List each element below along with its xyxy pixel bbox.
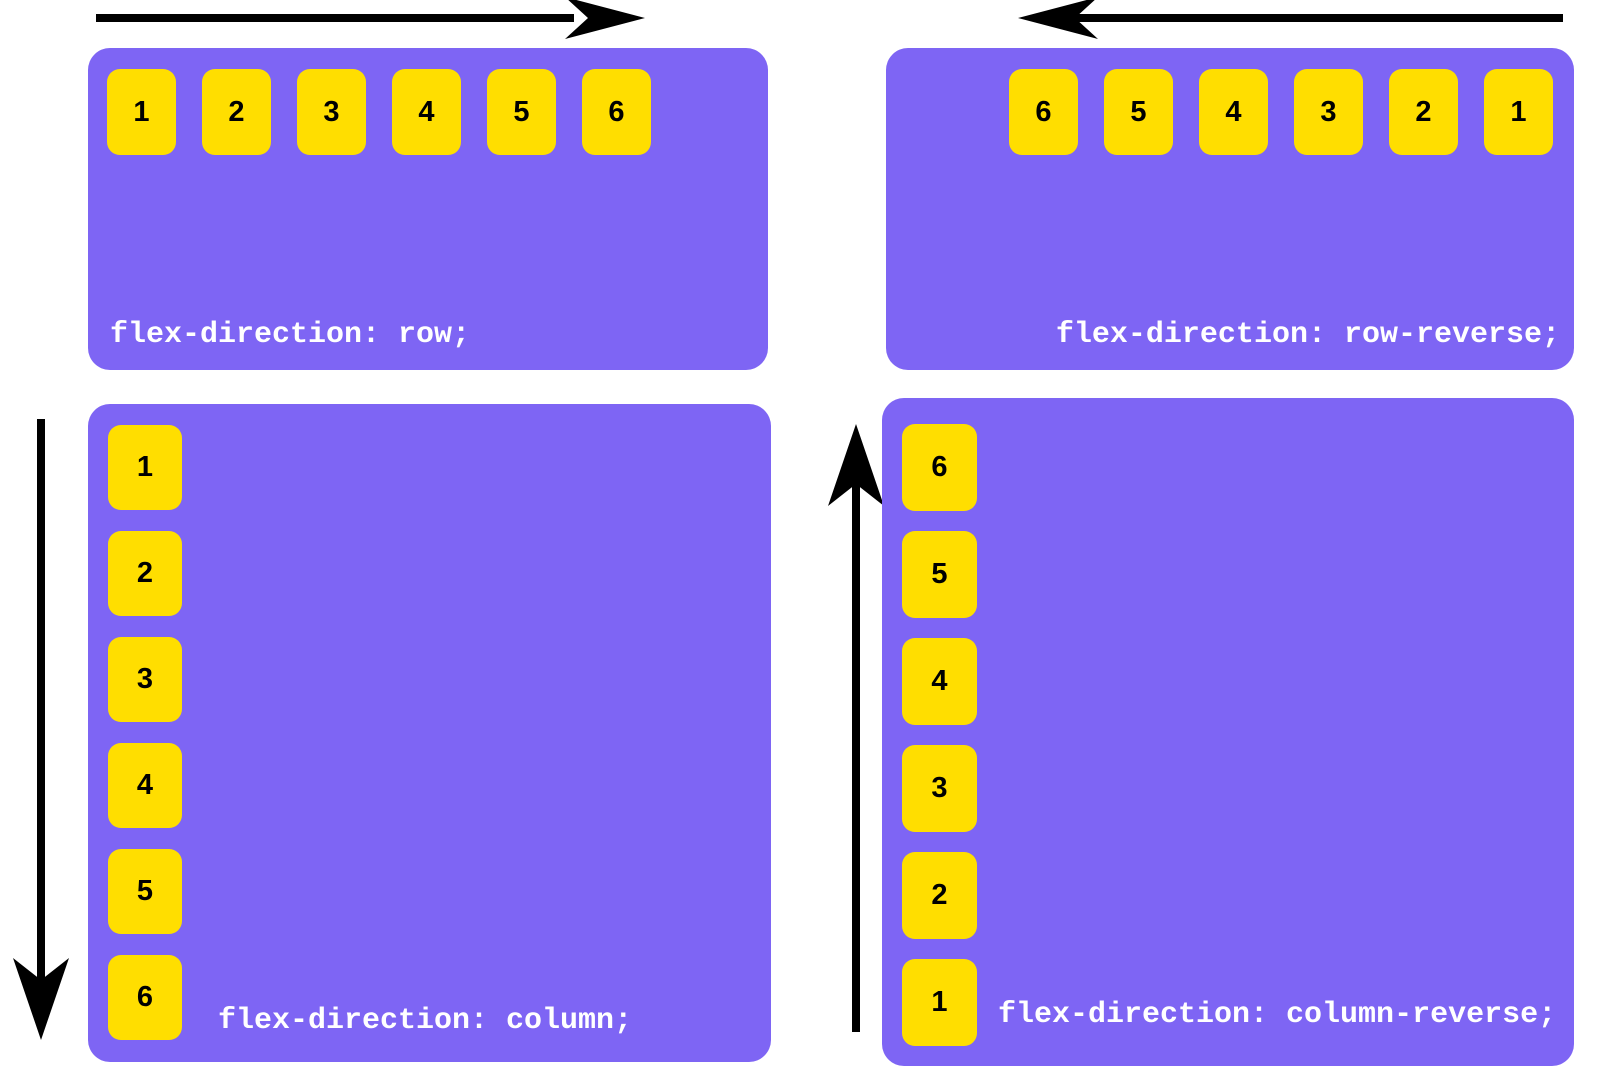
flex-item: 5 <box>108 849 182 934</box>
flex-item: 5 <box>902 531 977 618</box>
flex-item: 4 <box>1199 69 1268 155</box>
arrow-right-icon <box>96 0 645 39</box>
panel-row: 1 2 3 4 5 6 flex-direction: row; <box>88 48 768 370</box>
panel-column: 1 2 3 4 5 6 flex-direction: column; <box>88 404 771 1062</box>
flex-item: 2 <box>108 531 182 616</box>
panel-column-reverse-label: flex-direction: column-reverse; <box>998 998 1557 1032</box>
flex-item: 1 <box>902 959 977 1046</box>
flex-item: 1 <box>108 425 182 510</box>
flex-item: 6 <box>108 955 182 1040</box>
flex-item: 1 <box>107 69 176 155</box>
panel-row-reverse-label: flex-direction: row-reverse; <box>1055 318 1560 352</box>
flex-item: 2 <box>202 69 271 155</box>
flex-item: 6 <box>902 424 977 511</box>
flex-item: 5 <box>1104 69 1173 155</box>
flex-item: 4 <box>108 743 182 828</box>
flex-item: 2 <box>1389 69 1458 155</box>
flex-item: 3 <box>1294 69 1363 155</box>
flex-item: 1 <box>1484 69 1553 155</box>
panel-row-reverse: 1 2 3 4 5 6 flex-direction: row-reverse; <box>886 48 1574 370</box>
flex-item: 6 <box>1009 69 1078 155</box>
arrow-down-icon <box>13 419 69 1040</box>
flex-item: 6 <box>582 69 651 155</box>
flex-item: 5 <box>487 69 556 155</box>
flex-item: 3 <box>108 637 182 722</box>
flex-item: 4 <box>902 638 977 725</box>
flex-item: 3 <box>902 745 977 832</box>
flex-item: 2 <box>902 852 977 939</box>
flex-item: 3 <box>297 69 366 155</box>
panel-column-label: flex-direction: column; <box>218 1004 633 1038</box>
arrow-left-icon <box>1018 0 1563 39</box>
arrow-up-icon <box>828 424 884 1032</box>
panel-column-reverse: 1 2 3 4 5 6 flex-direction: column-rever… <box>882 398 1574 1066</box>
flex-item: 4 <box>392 69 461 155</box>
panel-row-label: flex-direction: row; <box>110 318 471 352</box>
